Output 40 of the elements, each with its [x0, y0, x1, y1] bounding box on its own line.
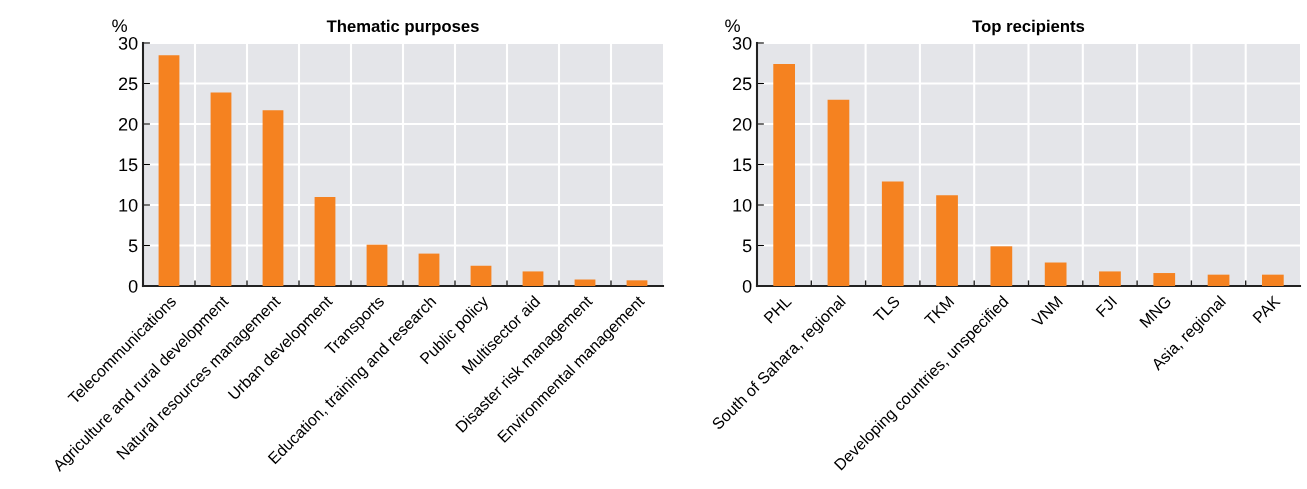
- y-tick-label: 10: [733, 198, 752, 212]
- y-tick-label: 15: [119, 158, 138, 172]
- bar: [366, 244, 388, 286]
- y-tick-label: 5: [128, 239, 138, 253]
- bar: [936, 195, 958, 286]
- bar: [1153, 273, 1176, 286]
- bar: [1099, 271, 1121, 286]
- bar: [1207, 274, 1230, 286]
- y-tick-label: 15: [733, 158, 752, 172]
- x-tick-label: PHL: [763, 295, 792, 324]
- bar: [773, 64, 796, 286]
- bar: [522, 271, 544, 286]
- x-tick-label: TLS: [872, 295, 901, 324]
- y-tick-label: 25: [732, 77, 752, 91]
- bar: [1261, 274, 1284, 286]
- bar: [210, 92, 232, 286]
- bar: [626, 280, 648, 286]
- y-tick-label: 25: [118, 77, 138, 91]
- y-tick-label: 20: [118, 117, 138, 131]
- bar: [470, 265, 492, 286]
- y-axis-title: %: [112, 19, 127, 33]
- chart-title: Top recipients: [972, 19, 1085, 36]
- y-tick-label: 30: [732, 36, 752, 50]
- bar: [990, 246, 1013, 286]
- bar: [314, 196, 336, 286]
- bar: [158, 55, 180, 286]
- y-tick-label: 5: [742, 239, 752, 253]
- bar: [881, 181, 904, 286]
- chart-title: Thematic purposes: [326, 19, 479, 36]
- bar: [262, 110, 284, 286]
- y-tick-label: 0: [128, 279, 138, 293]
- y-tick-label: 30: [118, 36, 138, 50]
- bar: [827, 99, 850, 286]
- y-axis-title: %: [725, 19, 740, 33]
- y-tick-label: 0: [742, 279, 752, 293]
- x-tick-label: FJI: [1095, 295, 1118, 318]
- y-tick-label: 10: [119, 198, 138, 212]
- bar: [418, 253, 440, 286]
- bar: [1044, 262, 1067, 286]
- y-tick-label: 20: [732, 117, 752, 131]
